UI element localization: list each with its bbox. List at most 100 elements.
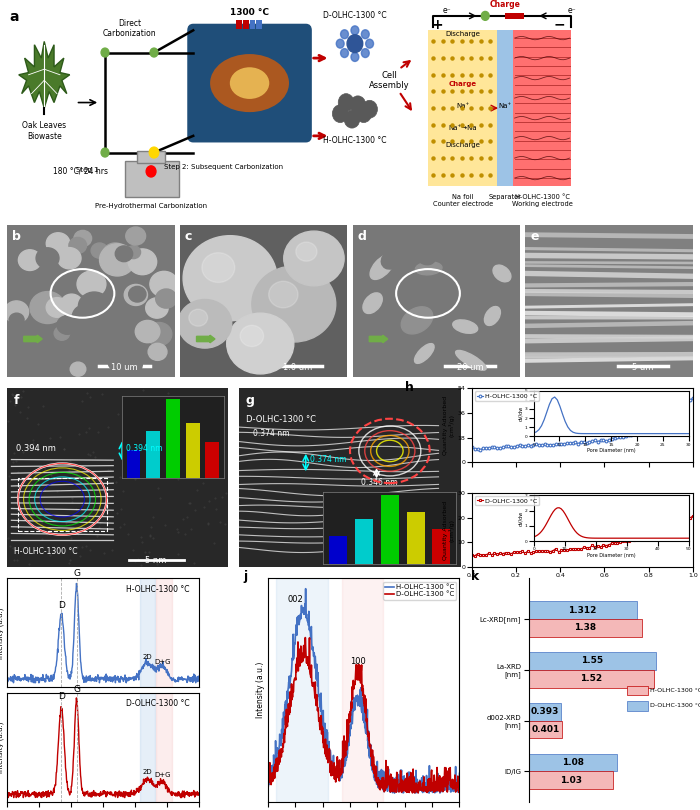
Circle shape [108,352,129,372]
Text: Na⁺: Na⁺ [456,103,469,109]
Text: 2D: 2D [143,654,153,660]
Circle shape [126,227,146,245]
Text: Cell
Assembly: Cell Assembly [369,70,410,90]
Ellipse shape [456,351,486,370]
Circle shape [116,246,132,262]
Text: H-OLHC-1300 °C: H-OLHC-1300 °C [323,136,386,145]
Text: D+G: D+G [154,659,170,665]
Text: b: b [12,229,21,243]
Text: H-OLHC-1300 °C: H-OLHC-1300 °C [126,585,189,594]
D-OLHC-1300 °C [377,782,385,792]
Legend: D-OLHC-1300 °C: D-OLHC-1300 °C [475,497,539,505]
Text: 1.03: 1.03 [560,776,582,785]
Bar [428,30,497,185]
Bar [140,578,155,688]
Text: Charge: Charge [489,0,520,9]
Circle shape [361,30,369,39]
Circle shape [365,39,374,48]
Text: 2D: 2D [143,769,153,774]
Ellipse shape [484,306,500,326]
Circle shape [129,287,146,302]
Bar [528,619,642,637]
Circle shape [146,298,168,318]
Bar [243,20,248,29]
Circle shape [332,104,348,122]
Circle shape [61,294,83,314]
FancyArrow shape [197,335,215,343]
Text: 100: 100 [350,657,366,666]
Bar [627,686,648,695]
Text: Separator: Separator [489,194,522,199]
Ellipse shape [230,67,270,99]
Ellipse shape [414,241,437,265]
Legend: H-OLHC-1300 °C, D-OLHC-1300 °C: H-OLHC-1300 °C, D-OLHC-1300 °C [383,582,456,599]
Bar [249,20,256,29]
Bar [137,151,164,163]
H-OLHC-1300 °C [409,778,417,788]
Text: 1.55: 1.55 [582,656,603,666]
Text: 180 °C/ 24 hrs: 180 °C/ 24 hrs [53,167,108,176]
D-OLHC-1300 °C [414,788,422,798]
H-OLHC-1300 °C [351,705,359,714]
Bar [528,652,656,670]
Text: j: j [243,569,247,582]
Line: D-OLHC-1300 °C: D-OLHC-1300 °C [268,637,459,793]
Circle shape [336,39,344,48]
Text: +: + [431,18,443,32]
Bar [236,20,241,29]
H-OLHC-1300 °C [391,788,399,798]
Bar [18,478,106,531]
X-axis label: Relative Pressure (P/Po): Relative Pressure (P/Po) [545,581,620,586]
FancyBboxPatch shape [188,25,311,142]
Text: 1.312: 1.312 [568,606,597,615]
Text: 10 um: 10 um [111,364,138,373]
Circle shape [46,297,68,318]
H-OLHC-1300 °C [314,680,322,690]
Circle shape [60,264,90,291]
Text: d: d [358,229,366,243]
Circle shape [269,281,298,308]
Y-axis label: Intensity (a.u.): Intensity (a.u.) [0,722,4,774]
Circle shape [127,245,141,258]
Circle shape [146,322,172,346]
Circle shape [69,237,87,254]
Text: H-OLHC-1300 °C: H-OLHC-1300 °C [650,688,700,693]
Text: Na foil
Counter electrode: Na foil Counter electrode [433,194,493,207]
Legend: H-OLHC-1300 °C: H-OLHC-1300 °C [475,391,539,401]
Circle shape [284,231,344,286]
Bar [497,30,512,185]
Text: 0.374 nm: 0.374 nm [253,429,289,438]
Circle shape [150,271,178,297]
Bar [528,703,561,721]
Circle shape [57,316,78,335]
Circle shape [30,292,65,323]
Text: 5 nm: 5 nm [145,556,166,565]
H-OLHC-1300 °C [302,584,310,594]
Bar [528,753,617,771]
Text: g: g [246,394,255,407]
Y-axis label: Intensity (a.u.): Intensity (a.u.) [256,662,265,718]
Ellipse shape [370,254,394,279]
Circle shape [4,301,29,323]
Ellipse shape [461,302,475,315]
Circle shape [351,53,359,62]
Bar [528,721,561,739]
Circle shape [9,313,24,326]
Ellipse shape [210,54,289,112]
Text: 1.08: 1.08 [562,758,584,767]
Text: k: k [471,569,480,582]
Circle shape [338,94,354,112]
Circle shape [350,96,365,113]
Bar [140,693,155,802]
Bar [125,161,178,197]
Bar [528,670,654,688]
H-OLHC-1300 °C [377,778,385,788]
Circle shape [155,289,177,308]
Text: D-OLHC-1300 °C: D-OLHC-1300 °C [246,415,316,424]
Text: 0.394 nm: 0.394 nm [16,444,56,453]
Bar [512,30,571,185]
Bar [276,578,328,802]
Circle shape [72,305,98,328]
Text: Direct
Carbonization: Direct Carbonization [103,19,156,38]
Circle shape [189,309,208,326]
